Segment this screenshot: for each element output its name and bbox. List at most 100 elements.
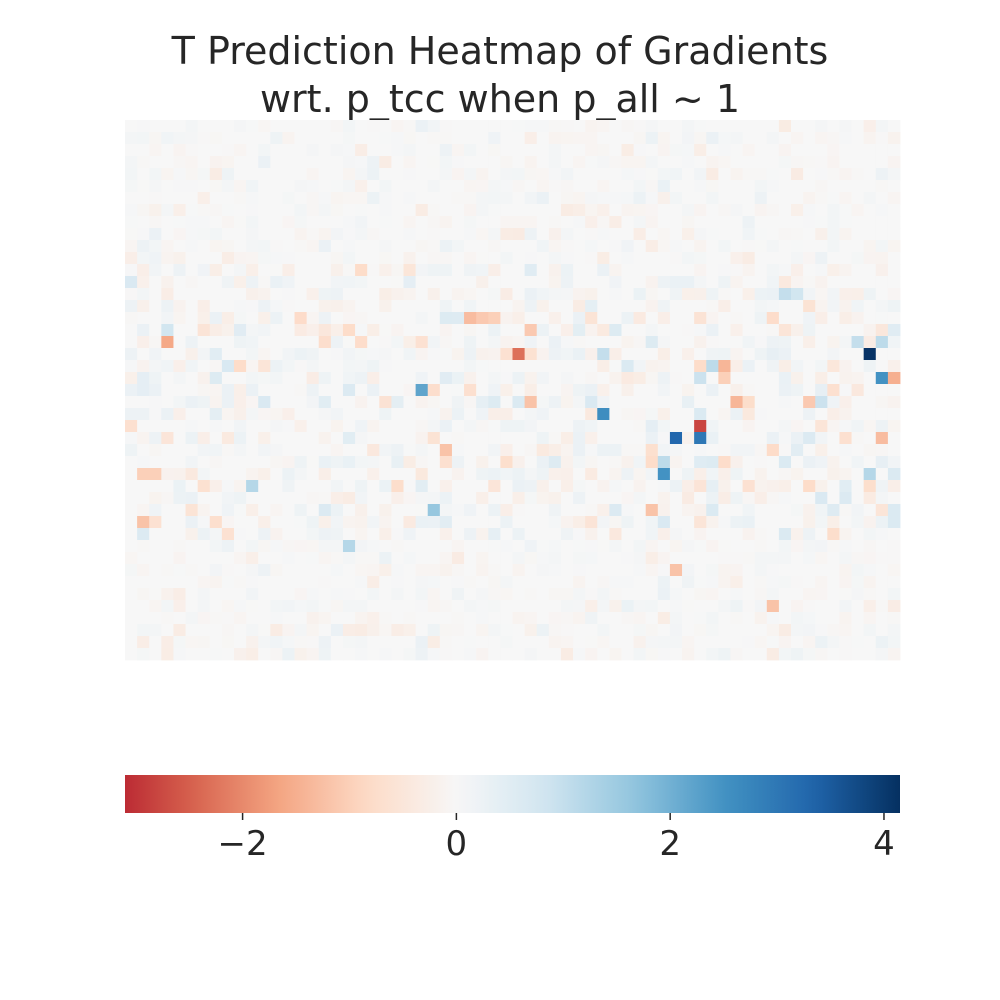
heatmap-cell (669, 492, 683, 505)
heatmap-cell (548, 156, 562, 169)
heatmap-cell (597, 288, 610, 301)
heatmap-cell (694, 324, 707, 337)
heatmap-cell (270, 624, 283, 637)
heatmap-cell (342, 384, 356, 397)
heatmap-cell (585, 144, 598, 157)
heatmap-cell (609, 492, 622, 505)
heatmap-cell (778, 276, 792, 289)
heatmap-cell (585, 612, 598, 625)
heatmap-cell (209, 384, 223, 397)
heatmap-cell (379, 120, 392, 133)
heatmap-cell (391, 360, 404, 373)
heatmap-cell (488, 504, 501, 517)
heatmap-cell (270, 336, 283, 349)
heatmap-cell (500, 600, 513, 613)
heatmap-cell (766, 564, 780, 577)
heatmap-cell (125, 540, 138, 553)
heatmap-cell (573, 420, 586, 433)
heatmap-cell (839, 648, 852, 661)
heatmap-cell (754, 264, 768, 277)
heatmap-cell (270, 276, 283, 289)
heatmap-cell (573, 204, 586, 217)
heatmap-cell (125, 120, 138, 133)
heatmap-cell (391, 432, 404, 445)
heatmap-cell (573, 360, 586, 373)
heatmap-cell (355, 396, 368, 409)
heatmap-cell (125, 348, 138, 361)
heatmap-cell (742, 444, 756, 457)
heatmap-cell (125, 336, 138, 349)
heatmap-cell (500, 288, 513, 301)
heatmap-cell (827, 360, 840, 373)
heatmap-cell (512, 360, 526, 373)
heatmap-cell (258, 204, 271, 217)
heatmap-cell (379, 504, 392, 517)
heatmap-cell (379, 228, 392, 241)
heatmap-cell (875, 228, 889, 241)
heatmap-cell (560, 372, 574, 385)
heatmap-cell (209, 588, 223, 601)
heatmap-cell (694, 384, 707, 397)
heatmap-cell (342, 636, 356, 649)
heatmap-cell (694, 636, 707, 649)
heatmap-cell (524, 132, 538, 145)
heatmap-cell (246, 144, 259, 157)
heatmap-cell (694, 216, 707, 229)
heatmap-cell (149, 372, 162, 385)
heatmap-cell (415, 432, 429, 445)
heatmap-cell (706, 300, 719, 313)
heatmap-cell (185, 456, 199, 469)
heatmap-cell (621, 204, 634, 217)
heatmap-cell (633, 192, 647, 205)
heatmap-cell (233, 612, 247, 625)
heatmap-cell (875, 288, 889, 301)
heatmap-cell (827, 312, 840, 325)
heatmap-cell (827, 432, 840, 445)
heatmap-cell (548, 636, 562, 649)
heatmap-cell (464, 240, 477, 253)
heatmap-cell (161, 180, 174, 193)
heatmap-cell (742, 216, 756, 229)
heatmap-cell (451, 468, 465, 481)
heatmap-cell (512, 312, 526, 325)
heatmap-cell (657, 636, 671, 649)
heatmap-cell (282, 204, 295, 217)
heatmap-cell (657, 576, 671, 589)
heatmap-cell (197, 324, 211, 337)
heatmap-cell (149, 600, 162, 613)
heatmap-cell (464, 564, 477, 577)
heatmap-cell (669, 468, 683, 481)
heatmap-cell (560, 528, 574, 541)
heatmap-cell (379, 588, 392, 601)
heatmap-cell (246, 612, 259, 625)
heatmap-cell (887, 132, 901, 145)
heatmap-cell (306, 576, 320, 589)
heatmap-cell (318, 180, 332, 193)
heatmap-cell (367, 432, 380, 445)
heatmap-cell (645, 180, 659, 193)
heatmap-cell (730, 624, 743, 637)
heatmap-cell (706, 396, 719, 409)
heatmap-cell (560, 540, 574, 553)
heatmap-cell (609, 228, 622, 241)
heatmap-cell (161, 228, 174, 241)
heatmap-cell (185, 624, 199, 637)
heatmap-cell (137, 132, 150, 145)
heatmap-cell (355, 264, 368, 277)
heatmap-cell (706, 516, 719, 529)
heatmap-cell (306, 504, 320, 517)
heatmap-cell (161, 480, 174, 493)
heatmap-cell (682, 372, 695, 385)
heatmap-cell (851, 144, 865, 157)
heatmap-cell (500, 444, 513, 457)
heatmap-cell (294, 528, 308, 541)
heatmap-cell (221, 240, 235, 253)
heatmap-cell (379, 240, 392, 253)
heatmap-cell (330, 240, 344, 253)
heatmap-cell (609, 300, 622, 313)
heatmap-cell (778, 576, 792, 589)
heatmap-cell (476, 312, 489, 325)
heatmap-cell (706, 588, 719, 601)
heatmap-cell (367, 156, 380, 169)
heatmap-cell (548, 492, 562, 505)
